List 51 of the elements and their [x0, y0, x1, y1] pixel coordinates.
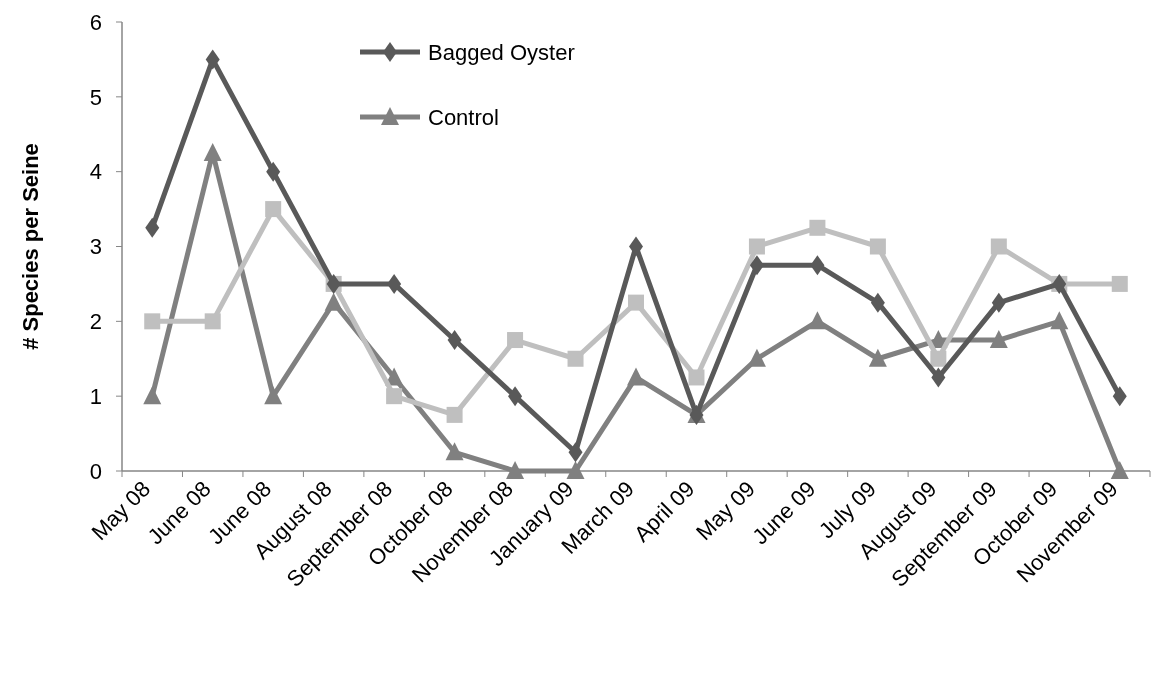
point	[568, 442, 583, 463]
point	[990, 238, 1007, 255]
y-tick-label: 5	[89, 84, 102, 110]
legend-label: Bagged Oyster	[428, 39, 575, 65]
point	[1110, 461, 1129, 479]
y-tick-label: 6	[89, 9, 102, 35]
point	[144, 313, 161, 330]
point	[264, 386, 283, 405]
point	[265, 201, 282, 218]
point	[869, 238, 886, 255]
point	[445, 442, 464, 461]
point	[145, 217, 160, 238]
point	[507, 332, 524, 349]
point	[447, 330, 462, 351]
y-tick-label: 4	[89, 159, 102, 185]
point	[567, 350, 584, 367]
legend-label: Control	[428, 104, 499, 130]
point	[931, 367, 946, 388]
point	[870, 292, 885, 313]
point	[506, 461, 525, 479]
point	[566, 461, 585, 479]
point	[989, 330, 1008, 349]
point	[991, 292, 1006, 313]
point	[204, 313, 221, 330]
point	[324, 292, 343, 311]
y-tick-label: 3	[89, 234, 102, 260]
point	[387, 273, 402, 294]
y-tick-label: 1	[89, 383, 102, 409]
y-axis-title: # Species per Seine	[18, 143, 43, 350]
point	[1112, 386, 1127, 407]
point	[810, 255, 825, 276]
point	[205, 49, 220, 70]
point	[808, 311, 827, 330]
point	[688, 369, 705, 386]
point	[143, 386, 162, 405]
point	[386, 388, 403, 405]
point	[508, 386, 523, 407]
point	[749, 255, 764, 276]
y-tick-label: 2	[89, 309, 102, 335]
point	[446, 406, 463, 423]
point	[1050, 311, 1069, 330]
point	[203, 142, 222, 161]
point	[628, 294, 644, 311]
point	[868, 348, 887, 367]
point	[930, 350, 947, 367]
point	[809, 219, 826, 236]
point	[1111, 275, 1128, 292]
point	[266, 161, 281, 182]
point	[627, 367, 645, 386]
y-tick-label: 0	[89, 458, 102, 484]
point	[748, 238, 765, 255]
